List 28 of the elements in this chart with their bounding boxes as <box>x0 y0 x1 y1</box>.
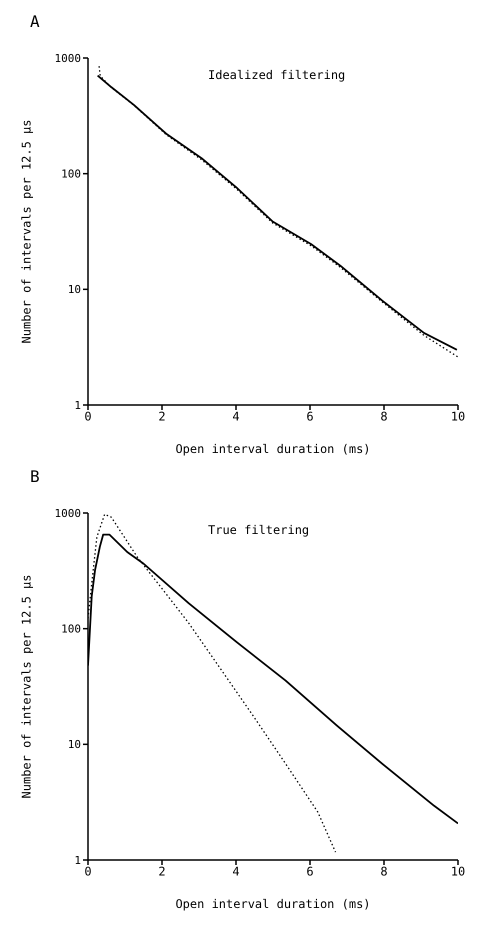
x-tick-label: 0 <box>84 864 92 879</box>
y-tick-label: 1000 <box>54 506 81 520</box>
y-tick-label: 10 <box>68 738 81 752</box>
y-tick-label: 1 <box>74 854 81 867</box>
x-tick-label: 8 <box>380 864 388 879</box>
y-tick-label: 1000 <box>54 52 81 65</box>
y-tick-label: 100 <box>61 622 81 636</box>
y-axis-title: Number of intervals per 12.5 μs <box>19 574 34 798</box>
x-tick-label: 4 <box>232 410 240 424</box>
x-axis-title: Open interval duration (ms) <box>175 897 371 911</box>
x-tick-label: 8 <box>380 410 388 424</box>
x-axis-title: Open interval duration (ms) <box>175 442 371 456</box>
x-tick-label: 6 <box>306 864 314 879</box>
annotation: True filtering <box>208 523 310 537</box>
y-tick-label: 1 <box>74 398 81 412</box>
x-tick-label: 4 <box>232 864 240 879</box>
x-tick-label: 10 <box>450 410 466 424</box>
y-tick-label: 10 <box>68 283 81 296</box>
annotation: Idealized filtering <box>208 68 346 82</box>
y-tick-label: 100 <box>61 168 81 181</box>
x-tick-label: 2 <box>158 410 166 424</box>
chart-title: B <box>30 467 40 486</box>
x-tick-label: 6 <box>306 410 314 424</box>
x-tick-label: 10 <box>450 864 466 879</box>
x-tick-label: 2 <box>158 864 166 879</box>
chart-title: A <box>30 12 40 31</box>
x-tick-label: 0 <box>84 410 92 424</box>
y-axis-title: Number of intervals per 12.5 μs <box>19 120 34 344</box>
